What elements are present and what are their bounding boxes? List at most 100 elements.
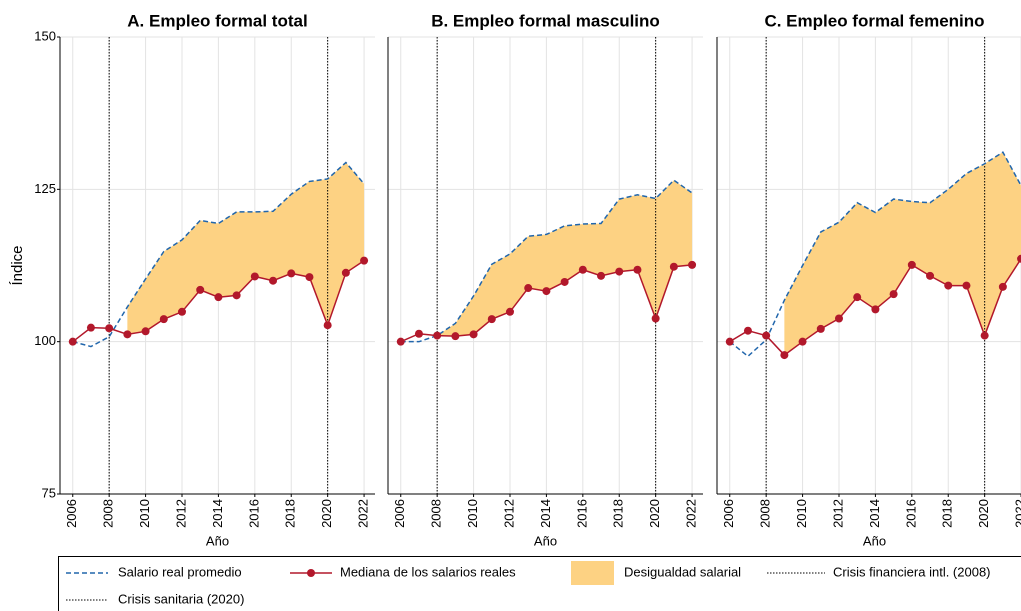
marker xyxy=(597,271,606,280)
panel-title: A. Empleo formal total xyxy=(127,11,307,30)
marker xyxy=(68,337,77,346)
marker xyxy=(780,351,789,360)
x-tick-label: 2012 xyxy=(501,499,516,528)
x-tick-label: 2014 xyxy=(867,499,882,528)
marker xyxy=(853,293,862,302)
x-tick-label: 2012 xyxy=(830,499,845,528)
x-axis-label: Año xyxy=(206,533,229,548)
x-tick-label: 2018 xyxy=(283,499,298,528)
marker xyxy=(633,265,642,274)
marker xyxy=(250,272,259,281)
marker xyxy=(871,305,880,314)
marker xyxy=(341,268,350,277)
x-tick-label: 2022 xyxy=(684,499,699,528)
marker xyxy=(834,314,843,323)
y-axis-label: Índice xyxy=(9,245,26,285)
x-tick-label: 2008 xyxy=(101,499,116,528)
marker xyxy=(962,281,971,290)
marker xyxy=(762,331,771,340)
x-axis-label: Año xyxy=(534,533,557,548)
x-tick-label: 2022 xyxy=(1013,499,1021,528)
marker xyxy=(86,323,95,332)
x-tick-label: 2016 xyxy=(903,499,918,528)
marker xyxy=(505,307,514,316)
y-tick-label: 75 xyxy=(42,485,56,500)
marker xyxy=(469,330,478,339)
marker xyxy=(159,315,168,324)
marker xyxy=(725,337,734,346)
legend-sample xyxy=(307,569,315,577)
marker xyxy=(926,271,935,280)
marker xyxy=(323,321,332,330)
marker xyxy=(287,269,296,278)
legend-label: Mediana de los salarios reales xyxy=(340,564,516,579)
marker xyxy=(944,281,953,290)
legend-box xyxy=(58,556,1021,611)
marker xyxy=(669,262,678,271)
marker xyxy=(524,284,533,293)
marker xyxy=(889,290,898,299)
marker xyxy=(1017,254,1021,263)
marker xyxy=(798,337,807,346)
x-tick-label: 2012 xyxy=(173,499,188,528)
marker xyxy=(196,285,205,294)
x-tick-label: 2008 xyxy=(758,499,773,528)
x-tick-label: 2006 xyxy=(392,499,407,528)
x-axis-label: Año xyxy=(863,533,886,548)
marker xyxy=(578,265,587,274)
marker xyxy=(560,277,569,286)
x-tick-label: 2008 xyxy=(429,499,444,528)
marker xyxy=(360,256,369,265)
x-tick-label: 2006 xyxy=(64,499,79,528)
marker xyxy=(141,327,150,336)
marker xyxy=(105,324,114,333)
marker xyxy=(123,330,132,339)
x-tick-label: 2014 xyxy=(210,499,225,528)
marker xyxy=(651,314,660,323)
x-tick-label: 2020 xyxy=(647,499,662,528)
x-tick-label: 2010 xyxy=(794,499,809,528)
marker xyxy=(177,307,186,316)
x-tick-label: 2018 xyxy=(611,499,626,528)
y-tick-label: 100 xyxy=(34,333,56,348)
marker xyxy=(615,267,624,276)
marker xyxy=(487,315,496,324)
legend-label: Salario real promedio xyxy=(118,564,242,579)
x-tick-label: 2018 xyxy=(940,499,955,528)
marker xyxy=(269,276,278,285)
marker xyxy=(816,324,825,333)
x-tick-label: 2016 xyxy=(574,499,589,528)
marker xyxy=(998,282,1007,291)
marker xyxy=(305,273,314,282)
panel-title: C. Empleo formal femenino xyxy=(764,11,984,30)
marker xyxy=(214,293,223,302)
marker xyxy=(414,329,423,338)
legend-label: Desigualdad salarial xyxy=(624,564,741,579)
marker xyxy=(451,332,460,341)
series-line xyxy=(729,151,1021,358)
x-tick-label: 2014 xyxy=(538,499,553,528)
marker xyxy=(688,260,697,269)
marker xyxy=(232,291,241,300)
panel-title: B. Empleo formal masculino xyxy=(431,11,660,30)
y-tick-label: 125 xyxy=(34,181,56,196)
x-tick-label: 2020 xyxy=(976,499,991,528)
marker xyxy=(542,287,551,296)
x-tick-label: 2020 xyxy=(319,499,334,528)
marker xyxy=(433,331,442,340)
legend-sample xyxy=(571,561,614,585)
marker xyxy=(907,260,916,269)
marker xyxy=(980,331,989,340)
inequality-area xyxy=(437,180,693,337)
y-tick-label: 150 xyxy=(34,28,56,43)
marker xyxy=(396,337,405,346)
legend-label: Crisis sanitaria (2020) xyxy=(118,591,244,606)
inequality-area xyxy=(784,152,1021,356)
inequality-area xyxy=(127,162,365,335)
series-line xyxy=(400,179,693,343)
x-tick-label: 2006 xyxy=(721,499,736,528)
x-tick-label: 2010 xyxy=(465,499,480,528)
x-tick-label: 2010 xyxy=(137,499,152,528)
legend-label: Crisis financiera intl. (2008) xyxy=(833,564,991,579)
